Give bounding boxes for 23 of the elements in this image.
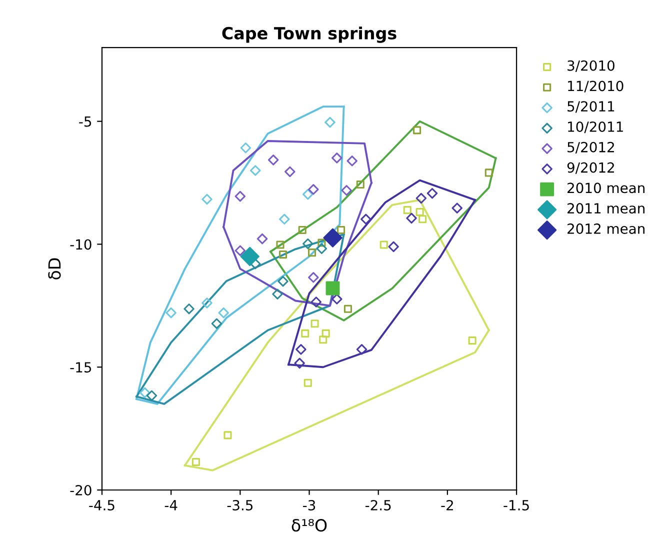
y-tick-label: -5: [79, 116, 92, 127]
legend-label: 2012 mean: [568, 223, 644, 234]
x-tick-label: -4: [164, 500, 178, 510]
legend-label: 5/2012: [568, 142, 614, 154]
legend-label: 2010 mean: [568, 182, 644, 194]
legend-label: 5/2011: [568, 101, 614, 113]
x-tick-label: -4.5: [89, 500, 114, 510]
y-tick-label: -10: [70, 239, 92, 250]
legend-label: 9/2012: [567, 162, 614, 174]
legend-label: 3/2010: [568, 60, 614, 72]
x-axis-title: δ¹⁸O: [292, 519, 327, 532]
chart-title: Cape Town springs: [222, 26, 396, 43]
y-axis-title: δD: [48, 258, 61, 280]
legend-label: 2011 mean: [568, 203, 644, 214]
legend-label: 10/2011: [568, 122, 623, 134]
x-tick-label: -3: [303, 500, 316, 510]
x-tick-label: -3.5: [227, 500, 253, 510]
x-tick-label: -1.5: [504, 500, 529, 510]
legend-label: 11/2010: [568, 80, 624, 92]
x-tick-label: -2: [441, 500, 453, 510]
x-tick-label: -2.5: [365, 500, 391, 510]
y-tick-label: -20: [70, 484, 92, 496]
y-tick-label: -15: [70, 362, 92, 373]
